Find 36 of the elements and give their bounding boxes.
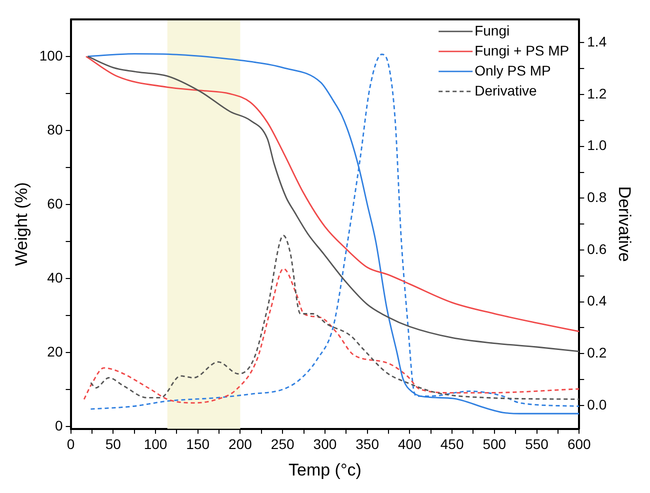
y-tick-label: 80 <box>47 121 63 138</box>
x-tick-label: 400 <box>398 436 422 452</box>
legend-label: Only PS MP <box>474 62 551 78</box>
line-series <box>83 268 580 404</box>
x-tick-label: 100 <box>144 436 168 452</box>
y-tick-label: 60 <box>47 195 63 212</box>
x-tick-label: 350 <box>356 436 380 452</box>
x-tick-label: 0 <box>66 436 75 452</box>
y2-tick-label: 0.0 <box>587 396 607 412</box>
y2-tick-label: 0.2 <box>587 344 607 361</box>
x-tick-label: 50 <box>105 436 122 452</box>
y-tick-label: 40 <box>47 269 63 286</box>
y2-tick-label: 1.0 <box>587 137 607 154</box>
x-tick-label: 200 <box>228 436 252 452</box>
y-tick-label: 100 <box>39 47 63 64</box>
y2-axis-title: Derivative <box>615 186 634 262</box>
y2-tick-label: 1.4 <box>587 34 607 50</box>
y-tick-label: 0 <box>54 417 63 434</box>
x-tick-label: 150 <box>186 436 210 452</box>
x-tick-label: 450 <box>440 436 464 452</box>
y2-tick-label: 0.4 <box>587 292 607 309</box>
x-tick-label: 550 <box>525 436 549 452</box>
legend-label: Derivative <box>474 82 538 98</box>
y2-tick-label: 0.6 <box>587 240 607 257</box>
y2-tick-label: 0.8 <box>587 189 607 206</box>
line-series <box>90 234 580 400</box>
x-tick-label: 500 <box>482 436 506 452</box>
y-axis-title: Weight (%) <box>12 182 31 266</box>
y-tick-label: 20 <box>47 343 63 360</box>
x-tick-label: 300 <box>313 436 337 452</box>
x-tick-label: 600 <box>567 436 592 452</box>
x-tick-label: 250 <box>270 436 294 452</box>
x-axis-title: Temp (°c) <box>288 460 362 480</box>
y2-tick-label: 1.2 <box>587 85 607 102</box>
legend-label: Fungi <box>474 22 510 38</box>
legend-label: Fungi + PS MP <box>474 42 570 58</box>
